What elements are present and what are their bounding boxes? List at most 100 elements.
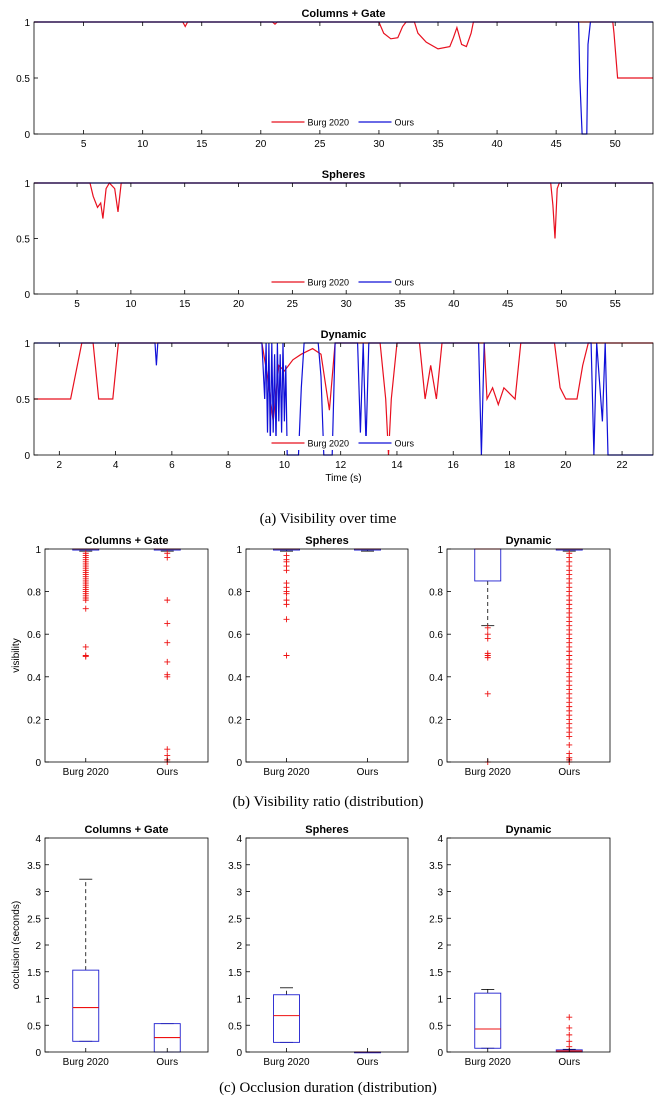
- outlier-marker: [164, 620, 171, 627]
- legend: Burg 2020 Ours: [268, 115, 424, 129]
- y-tick-label: 0.5: [27, 1021, 41, 1032]
- box-ours: [153, 1023, 181, 1053]
- chart-title: Columns + Gate: [84, 824, 168, 836]
- x-tick-label: 30: [341, 299, 353, 310]
- y-tick-label: 0.8: [429, 588, 443, 599]
- chart-title: Spheres: [305, 535, 348, 547]
- legend: Burg 2020 Ours: [268, 275, 424, 289]
- legend-box: [268, 275, 424, 289]
- x-tick-label: 20: [560, 460, 572, 471]
- chart-b2: Spheres Burg 2020 Ours 0 0.2 0.4 0.6 0.8 1: [228, 535, 409, 778]
- legend-label-burg-2020: Burg 2020: [308, 118, 350, 128]
- box-ours: [555, 1014, 583, 1053]
- outlier-marker: [283, 601, 290, 608]
- outlier-marker: [566, 1024, 573, 1031]
- caption-c: (c) Occlusion duration (distribution): [219, 1080, 437, 1096]
- x-tick-label: 35: [394, 299, 406, 310]
- outlier-marker: [164, 658, 171, 665]
- x-tick-label: 15: [179, 299, 191, 310]
- x-tick-label: 40: [448, 299, 460, 310]
- chart-a1: Columns + Gate 5 10 15 20 25 30 35 40 45 50 0 0.5 1 Bu…: [16, 8, 654, 150]
- y-tick-label: 1: [236, 995, 242, 1006]
- y-tick-label: 0.4: [228, 673, 242, 684]
- x-tick-label: 16: [448, 460, 460, 471]
- y-tick-label: 0: [24, 130, 30, 141]
- legend-label-ours: Ours: [395, 278, 415, 288]
- x-tick-label: 10: [137, 139, 149, 150]
- y-tick-label: 0.6: [27, 630, 41, 641]
- y-tick-label: 0: [35, 1048, 41, 1059]
- box-burg-2020: [474, 989, 502, 1049]
- x-tick-label: 45: [502, 299, 514, 310]
- y-axis-label: visibility: [11, 638, 22, 672]
- y-tick-label: 0.6: [429, 630, 443, 641]
- section-c-box-charts: Columns + Gate Burg 2020 Ours 0 0.5 1 1.5 2 2.5 3…: [11, 824, 611, 1068]
- y-tick-label: 0.5: [228, 1021, 242, 1032]
- y-tick-label: 0.4: [429, 673, 443, 684]
- y-tick-label: 0.4: [27, 673, 41, 684]
- y-tick-label: 1: [24, 339, 30, 350]
- y-tick-label: 0.2: [429, 715, 443, 726]
- x-tick-label: Burg 2020: [263, 767, 310, 778]
- y-tick-label: 2: [437, 941, 443, 952]
- outlier-marker: [283, 616, 290, 623]
- outlier-marker: [484, 635, 491, 642]
- x-tick-label: 25: [314, 139, 326, 150]
- y-tick-label: 0: [437, 758, 443, 769]
- y-tick-label: 0.8: [27, 588, 41, 599]
- y-tick-label: 1.5: [27, 968, 41, 979]
- box-burg-2020: [273, 548, 300, 659]
- y-tick-label: 4: [437, 834, 443, 845]
- y-tick-label: 3: [35, 888, 41, 899]
- y-tick-label: 2.5: [228, 914, 242, 925]
- y-tick-label: 0: [236, 758, 242, 769]
- y-tick-label: 1: [24, 179, 30, 190]
- box-burg-2020: [72, 548, 100, 660]
- box-burg-2020: [72, 878, 100, 1042]
- y-tick-label: 1: [437, 545, 443, 556]
- outlier-marker: [82, 605, 89, 612]
- legend: Burg 2020 Ours: [268, 436, 424, 450]
- x-tick-label: 5: [74, 299, 80, 310]
- caption-b: (b) Visibility ratio (distribution): [233, 794, 424, 810]
- x-tick-label: 20: [255, 139, 267, 150]
- outlier-marker: [484, 654, 491, 661]
- x-tick-label: 40: [492, 139, 504, 150]
- x-tick-label: 18: [504, 460, 516, 471]
- outlier-marker: [566, 1031, 573, 1038]
- x-tick-label: Ours: [156, 767, 178, 778]
- x-tick-label: Burg 2020: [63, 1057, 110, 1068]
- box-iqr: [72, 969, 100, 1042]
- x-tick-label: 25: [287, 299, 299, 310]
- y-tick-label: 4: [236, 834, 242, 845]
- y-tick-label: 2: [236, 941, 242, 952]
- x-tick-label: 55: [610, 299, 622, 310]
- y-tick-label: 0.5: [16, 74, 30, 85]
- x-tick-label: 5: [81, 139, 87, 150]
- x-tick-label: Burg 2020: [465, 1057, 512, 1068]
- y-tick-label: 0.2: [228, 715, 242, 726]
- legend-label-ours: Ours: [395, 439, 415, 449]
- chart-c2: Spheres Burg 2020 Ours 0 0.5 1 1.5 2 2.5 3 3.5 4: [228, 824, 409, 1068]
- y-tick-label: 1.5: [429, 968, 443, 979]
- x-tick-label: 45: [551, 139, 563, 150]
- outlier-marker: [484, 690, 491, 697]
- chart-c3: Dynamic Burg 2020 Ours 0 0.5 1 1.5 2 2.5 3 3.5 4: [429, 824, 611, 1068]
- y-tick-label: 0.2: [27, 715, 41, 726]
- chart-a2: Spheres 5 10 15 20 25 30 35 40 45 50 55 0 0.5 1 Burg 20…: [16, 169, 654, 310]
- outlier-marker: [164, 639, 171, 646]
- legend-label-burg-2020: Burg 2020: [308, 439, 350, 449]
- outlier-marker: [283, 652, 290, 659]
- x-axis-label: Time (s): [325, 473, 361, 484]
- box-iqr: [474, 992, 502, 1049]
- y-tick-label: 0: [437, 1048, 443, 1059]
- outlier-marker: [283, 590, 290, 597]
- outlier-marker: [566, 733, 573, 740]
- legend-box: [268, 436, 424, 450]
- plot-frame: [446, 548, 611, 763]
- chart-title: Dynamic: [506, 824, 552, 836]
- y-tick-label: 3: [236, 888, 242, 899]
- y-tick-label: 0.5: [16, 395, 30, 406]
- outlier-marker: [82, 597, 89, 604]
